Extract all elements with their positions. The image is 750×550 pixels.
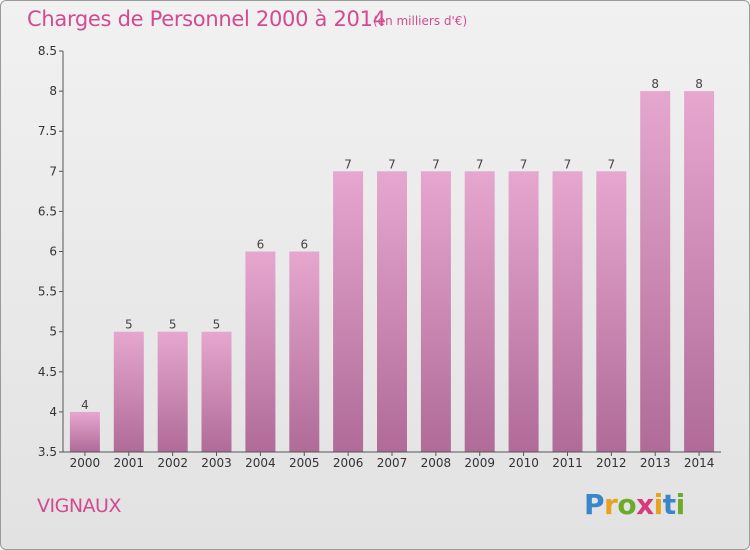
bar-2014: [684, 91, 715, 452]
data-label-2008: 7: [432, 157, 440, 171]
x-tick-label-2000: 2000: [70, 456, 101, 470]
y-tick-label-8: 8: [49, 84, 57, 98]
data-label-2001: 5: [125, 318, 133, 332]
data-label-2009: 7: [476, 157, 484, 171]
data-label-2007: 7: [388, 157, 396, 171]
y-tick-label-6.5: 6.5: [38, 204, 57, 218]
bar-2001: [113, 331, 144, 452]
x-tick-label-2012: 2012: [596, 456, 627, 470]
x-tick-label-2002: 2002: [157, 456, 188, 470]
bar-2008: [420, 171, 451, 453]
logo-letter: x: [636, 488, 654, 521]
y-tick-label-5: 5: [49, 325, 57, 339]
logo-letter: i: [675, 488, 686, 521]
logo-letter: r: [604, 488, 618, 521]
x-tick-label-2004: 2004: [245, 456, 276, 470]
x-tick-label-2007: 2007: [377, 456, 408, 470]
bar-2004: [245, 251, 276, 452]
x-tick-label-2001: 2001: [114, 456, 145, 470]
data-label-2010: 7: [520, 157, 528, 171]
bar-2006: [333, 171, 364, 453]
bar-2010: [508, 171, 539, 453]
x-tick-label-2013: 2013: [640, 456, 671, 470]
logo-letter: P: [584, 488, 605, 521]
bar-2002: [157, 331, 188, 452]
data-label-2003: 5: [213, 318, 221, 332]
data-label-2013: 8: [651, 77, 659, 91]
x-tick-label-2003: 2003: [201, 456, 232, 470]
y-tick-label-6: 6: [49, 245, 57, 259]
x-tick-label-2005: 2005: [289, 456, 320, 470]
x-tick-label-2010: 2010: [508, 456, 539, 470]
data-label-2005: 6: [300, 238, 308, 252]
x-tick-label-2008: 2008: [421, 456, 452, 470]
data-label-2004: 6: [257, 238, 265, 252]
bar-2012: [596, 171, 627, 453]
chart-title: Charges de Personnel 2000 à 2014: [27, 7, 386, 31]
y-tick-label-3.5: 3.5: [38, 445, 57, 459]
y-tick-label-8.5: 8.5: [38, 44, 57, 58]
x-tick-label-2011: 2011: [552, 456, 583, 470]
x-tick-label-2014: 2014: [684, 456, 715, 470]
bar-2013: [640, 91, 671, 452]
bar-2011: [552, 171, 583, 453]
bar-2009: [464, 171, 495, 453]
logo-letter: i: [653, 488, 664, 521]
data-label-2012: 7: [607, 157, 615, 171]
chart-unit-subtitle: (en milliers d'€): [373, 14, 468, 28]
logo-letter: o: [617, 488, 637, 521]
x-tick-label-2009: 2009: [464, 456, 495, 470]
logo-letter: t: [662, 488, 676, 521]
x-tick-label-2006: 2006: [333, 456, 364, 470]
bar-2007: [377, 171, 407, 453]
y-tick-label-7.5: 7.5: [38, 124, 57, 138]
data-label-2014: 8: [695, 77, 703, 91]
bar-2000: [69, 411, 100, 452]
data-label-2002: 5: [169, 318, 177, 332]
y-tick-label-5.5: 5.5: [38, 285, 57, 299]
bar-2005: [289, 251, 320, 452]
y-tick-label-4.5: 4.5: [38, 365, 57, 379]
place-name: VIGNAUX: [37, 495, 121, 517]
data-label-2000: 4: [81, 398, 89, 412]
proxiti-logo: Proxiti: [584, 488, 685, 521]
bar-2003: [201, 331, 232, 452]
y-tick-label-4: 4: [49, 405, 57, 419]
y-tick-label-7: 7: [49, 164, 57, 178]
data-label-2006: 7: [344, 157, 352, 171]
data-label-2011: 7: [564, 157, 572, 171]
